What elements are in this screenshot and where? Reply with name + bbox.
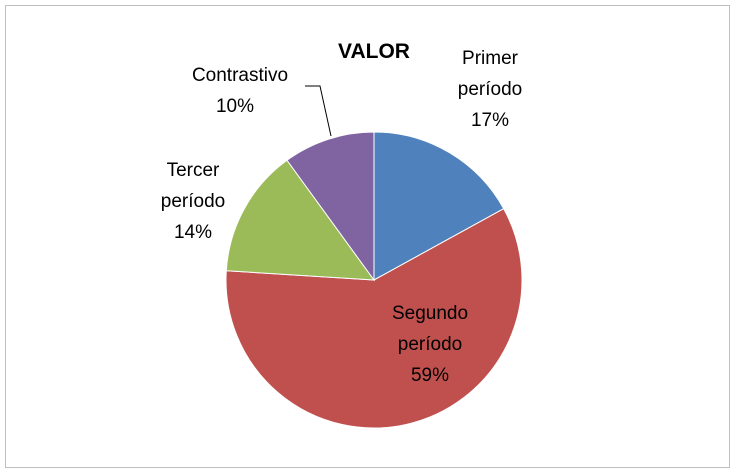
slice-label: Segundo período 59% [370, 298, 490, 391]
slice-label: Tercer período 14% [133, 155, 253, 248]
category-label: Primer período [457, 48, 523, 100]
chart-title: VALOR [338, 40, 410, 63]
category-label: Contrastivo [191, 65, 289, 86]
value-label: 59% [410, 365, 450, 386]
slice-label: Contrastivo 10% [175, 60, 295, 122]
category-label: Tercer período [160, 160, 226, 212]
value-label: 17% [470, 110, 510, 131]
pie-slice [225, 159, 376, 281]
pie-slice [225, 208, 523, 429]
slice-label: Primer período 17% [430, 43, 550, 136]
pie-slice [286, 131, 375, 282]
pie-slice [373, 131, 505, 281]
leader-line [305, 85, 332, 137]
value-label: 14% [173, 222, 213, 243]
value-label: 10% [215, 96, 255, 117]
category-label: Segundo período [391, 303, 469, 355]
